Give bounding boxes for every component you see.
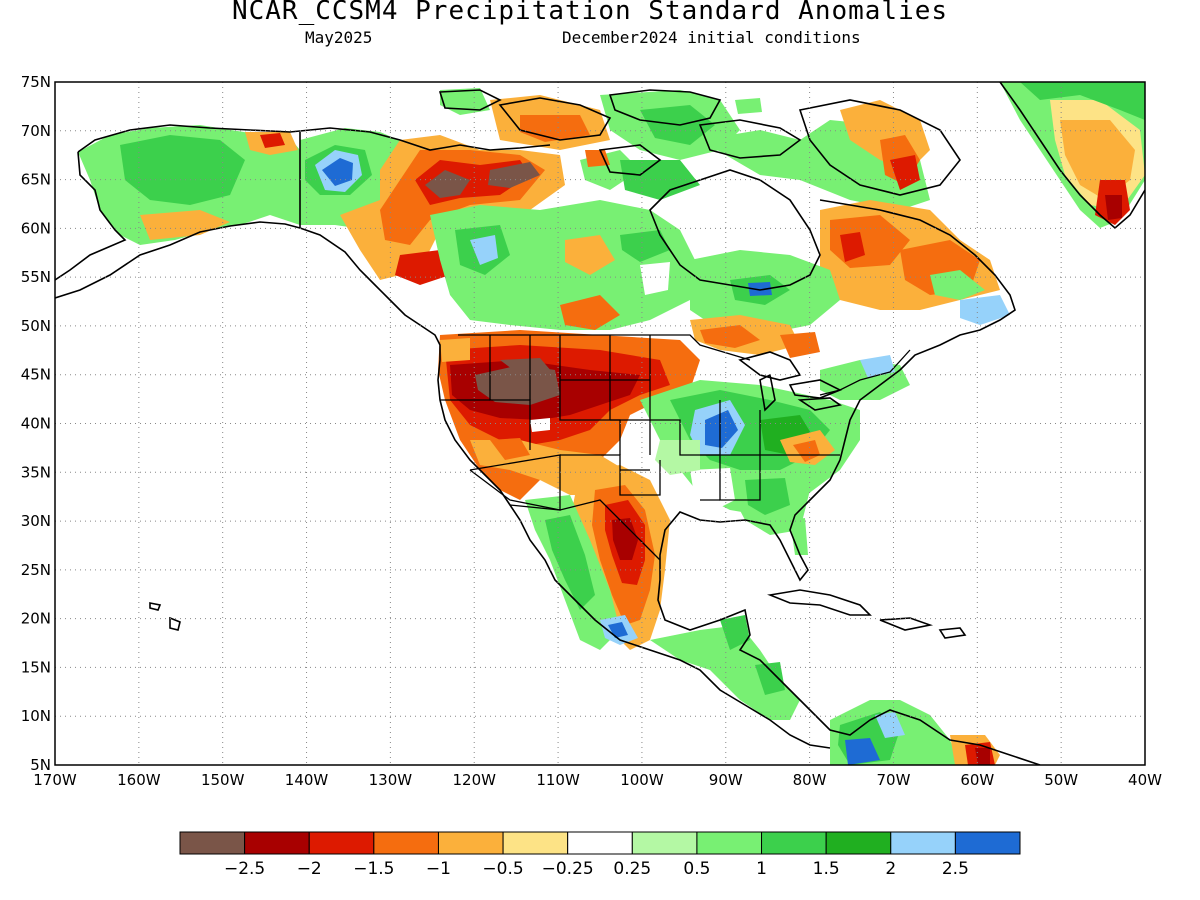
colorbar-swatch	[954, 831, 1021, 855]
lon-tick-label: 130W	[369, 771, 413, 789]
lat-tick-label: 45N	[21, 366, 51, 384]
political-borders	[440, 334, 911, 561]
lon-tick-label: 140W	[285, 771, 329, 789]
colorbar-tick-label: −2.5	[224, 859, 265, 879]
lon-tick-label: 70W	[877, 771, 911, 789]
map-title: NCAR_CCSM4 Precipitation Standard Anomal…	[231, 0, 949, 26]
lat-tick-label: 50N	[21, 317, 51, 335]
lat-tick-label: 75N	[21, 73, 51, 91]
lon-tick-label: 100W	[620, 771, 664, 789]
longitude-labels: 170W 160W 150W 140W 130W 120W 110W 100W 90W 80W 70…	[33, 771, 1162, 789]
lon-tick-label: 170W	[33, 771, 77, 789]
colorbar-swatch	[308, 831, 375, 855]
colorbar-swatch	[696, 831, 763, 855]
colorbar-swatch	[437, 831, 504, 855]
lat-tick-label: 55N	[21, 268, 51, 286]
colorbar-tick-label: 0.5	[683, 859, 710, 879]
colorbar	[179, 831, 1021, 855]
lat-tick-label: 70N	[21, 122, 51, 140]
colorbar-tick-label: 0.25	[613, 859, 651, 879]
initial-conditions: December2024 initial conditions	[562, 28, 861, 47]
latitude-labels: 75N 70N 65N 60N 55N 50N 45N 40N 35N 30N 25N 20N 15N 1…	[21, 73, 51, 774]
lat-tick-label: 20N	[21, 610, 51, 628]
lat-tick-label: 10N	[21, 707, 51, 725]
colorbar-swatch	[825, 831, 892, 855]
colorbar-tick-label: 2.5	[942, 859, 969, 879]
lat-tick-label: 25N	[21, 561, 51, 579]
colorbar-tick-label: −2	[297, 859, 322, 879]
plot-frame	[54, 81, 1146, 766]
anomaly-field	[78, 82, 1145, 765]
colorbar-swatch	[567, 831, 633, 855]
colorbar-swatch	[761, 831, 827, 855]
lon-tick-label: 40W	[1128, 771, 1162, 789]
lat-tick-label: 65N	[21, 171, 51, 189]
lat-tick-label: 35N	[21, 463, 51, 481]
colorbar-swatch	[244, 831, 310, 855]
graticule	[55, 82, 1145, 765]
colorbar-swatch	[631, 831, 698, 855]
colorbar-tick-label: 1	[756, 859, 767, 879]
colorbar-tick-label: −0.5	[482, 859, 523, 879]
colorbar-swatch	[373, 831, 439, 855]
lon-tick-label: 80W	[793, 771, 827, 789]
colorbar-swatch	[502, 831, 569, 855]
lon-tick-label: 110W	[536, 771, 580, 789]
colorbar-labels: −2.5 −2 −1.5 −1 −0.5 −0.25 0.25 0.5 1 1.5 2 2.5	[224, 859, 969, 879]
colorbar-swatch	[890, 831, 956, 855]
lat-tick-label: 15N	[21, 658, 51, 676]
colorbar-tick-label: −0.25	[542, 859, 594, 879]
valid-month: May2025	[305, 28, 373, 47]
lon-tick-label: 120W	[452, 771, 496, 789]
colorbar-swatch	[179, 831, 246, 855]
lon-tick-label: 160W	[117, 771, 161, 789]
lat-tick-label: 40N	[21, 415, 51, 433]
lat-tick-label: 30N	[21, 512, 51, 530]
lon-tick-label: 90W	[709, 771, 743, 789]
lat-tick-label: 5N	[30, 756, 51, 774]
lat-tick-label: 60N	[21, 219, 51, 237]
lon-tick-label: 150W	[201, 771, 245, 789]
colorbar-tick-label: −1.5	[353, 859, 394, 879]
colorbar-tick-label: 2	[885, 859, 896, 879]
lon-tick-label: 50W	[1044, 771, 1078, 789]
colorbar-tick-label: −1	[426, 859, 451, 879]
lon-tick-label: 60W	[960, 771, 994, 789]
colorbar-tick-label: 1.5	[813, 859, 840, 879]
